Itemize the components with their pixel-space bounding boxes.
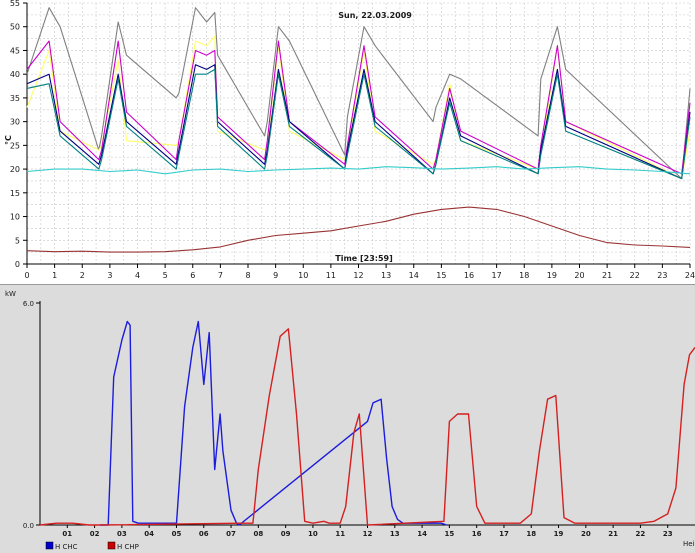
x-tick-label: 14 xyxy=(417,530,427,538)
legend-swatch xyxy=(45,541,54,550)
temperature-series-line-7 xyxy=(26,206,691,253)
temperature-series-line-5 xyxy=(26,68,691,180)
y-tick-label: 0.0 xyxy=(23,522,34,530)
x-tick-label: 17 xyxy=(492,271,502,280)
x-tick-label: 3 xyxy=(107,271,112,280)
x-tick-label: 5 xyxy=(163,271,168,280)
x-axis-label: Hei xyxy=(683,540,695,548)
y-tick-label: 55 xyxy=(10,0,20,8)
y-tick-label: 30 xyxy=(10,118,20,127)
x-tick-label: 18 xyxy=(526,530,536,538)
x-tick-label: 21 xyxy=(608,530,618,538)
x-tick-label: 04 xyxy=(144,530,154,538)
x-tick-label: 16 xyxy=(464,271,474,280)
x-tick-label: 23 xyxy=(663,530,673,538)
power-chart: 0.0 6.0 kW 01 02 03 04 05 06 07 08 09 10 11 12 13 14 15 16… xyxy=(0,284,695,551)
time-label: Time [23:59] xyxy=(335,254,393,263)
y-tick-label: 0 xyxy=(15,260,20,269)
x-tick-label: 20 xyxy=(581,530,591,538)
power-chart-panel: 0.0 6.0 kW 01 02 03 04 05 06 07 08 09 10 11 12 13 14 15 16… xyxy=(0,284,695,553)
x-tick-label: 08 xyxy=(253,530,263,538)
temperature-series-line-6 xyxy=(26,166,691,175)
x-tick-label: 0 xyxy=(24,271,29,280)
x-tick-label: 10 xyxy=(298,271,308,280)
x-tick-label: 2 xyxy=(80,271,85,280)
x-tick-label: 11 xyxy=(326,271,336,280)
legend-swatch xyxy=(107,541,116,550)
x-tick-label: 12 xyxy=(353,271,363,280)
y-tick-label: 45 xyxy=(10,46,20,55)
power-series-line-hchp xyxy=(39,328,695,526)
x-tick-label: 06 xyxy=(199,530,209,538)
legend-label: H CHP xyxy=(117,543,139,551)
y-axis-label: kW xyxy=(5,290,16,298)
grid xyxy=(26,2,691,265)
power-series-line-hchc xyxy=(100,320,447,526)
y-tick-label: 10 xyxy=(10,213,20,222)
x-tick-label: 8 xyxy=(245,271,250,280)
chart-title: Sun, 22.03.2009 xyxy=(338,11,412,20)
x-tick-label: 15 xyxy=(445,530,455,538)
y-axis-label: °C xyxy=(4,135,13,145)
x-tick-label: 1 xyxy=(52,271,57,280)
y-tick-label: 6.0 xyxy=(23,300,34,308)
x-tick-label: 13 xyxy=(390,530,400,538)
y-tick-label: 5 xyxy=(15,236,20,245)
x-tick-label: 4 xyxy=(135,271,140,280)
x-tick-label: 23 xyxy=(657,271,667,280)
x-tick-label: 7 xyxy=(218,271,223,280)
x-tick-label: 22 xyxy=(636,530,646,538)
x-tick-label: 10 xyxy=(308,530,318,538)
x-tick-label: 20 xyxy=(574,271,584,280)
y-tick-label: 15 xyxy=(10,189,20,198)
x-tick-label: 03 xyxy=(117,530,127,538)
x-tick-label: 01 xyxy=(62,530,72,538)
x-tick-label: 14 xyxy=(409,271,419,280)
x-tick-label: 19 xyxy=(547,271,557,280)
x-tick-label: 11 xyxy=(335,530,345,538)
x-tick-label: 22 xyxy=(630,271,640,280)
y-tick-label: 35 xyxy=(10,94,20,103)
x-tick-label: 21 xyxy=(602,271,612,280)
y-tick-label: 50 xyxy=(10,23,20,32)
x-tick-label: 9 xyxy=(273,271,278,280)
legend-label: H CHC xyxy=(55,543,78,551)
x-tick-label: 24 xyxy=(685,271,695,280)
x-tick-label: 13 xyxy=(381,271,391,280)
y-tick-label: 25 xyxy=(10,141,20,150)
x-tick-label: 09 xyxy=(281,530,291,538)
x-tick-label: 18 xyxy=(519,271,529,280)
x-tick-label: 17 xyxy=(499,530,509,538)
temperature-series-line-1 xyxy=(26,7,691,180)
x-tick-label: 16 xyxy=(472,530,482,538)
y-tick-label: 40 xyxy=(10,70,20,79)
x-tick-label: 12 xyxy=(363,530,373,538)
x-tick-label: 05 xyxy=(172,530,182,538)
x-tick-label: 19 xyxy=(554,530,564,538)
y-tick-label: 20 xyxy=(10,165,20,174)
x-tick-label: 02 xyxy=(90,530,100,538)
x-tick-label: 6 xyxy=(190,271,195,280)
temperature-chart-panel: 0 5 10 15 20 25 30 35 40 45 50 55 0 1 2 3 4 5 6 7 8 9 10 11 12 13… xyxy=(4,0,695,280)
x-tick-label: 15 xyxy=(436,271,446,280)
x-tick-label: 07 xyxy=(226,530,236,538)
